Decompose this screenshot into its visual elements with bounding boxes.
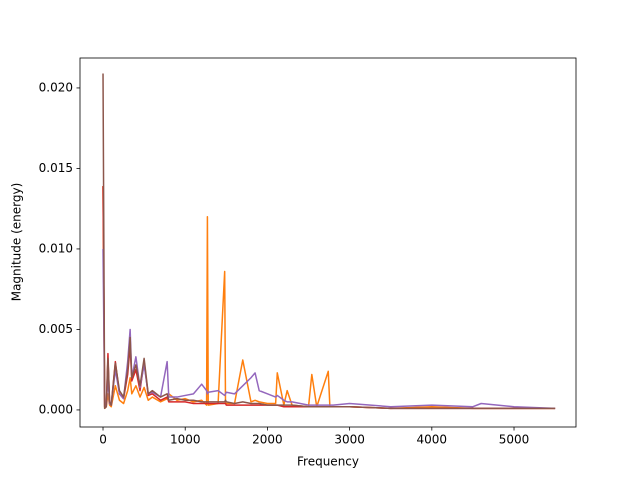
x-tick-label: 3000 xyxy=(334,433,365,447)
y-axis-label: Magnitude (energy) xyxy=(10,183,24,302)
x-tick-label: 2000 xyxy=(252,433,283,447)
series-line xyxy=(102,186,556,410)
series-line xyxy=(102,73,556,410)
x-axis-label: Frequency xyxy=(297,455,359,469)
x-tick-label: 4000 xyxy=(417,433,448,447)
plot-frame xyxy=(79,57,577,428)
x-tick-label: 1000 xyxy=(170,433,201,447)
y-tick-label: 0.005 xyxy=(39,322,73,336)
x-tick-label: 5000 xyxy=(499,433,530,447)
y-tick-label: 0.020 xyxy=(39,80,73,94)
y-tick-label: 0.015 xyxy=(39,161,73,175)
y-tick-label: 0.010 xyxy=(39,241,73,255)
y-tick-label: 0.000 xyxy=(39,402,73,416)
x-tick-label: 0 xyxy=(99,433,107,447)
